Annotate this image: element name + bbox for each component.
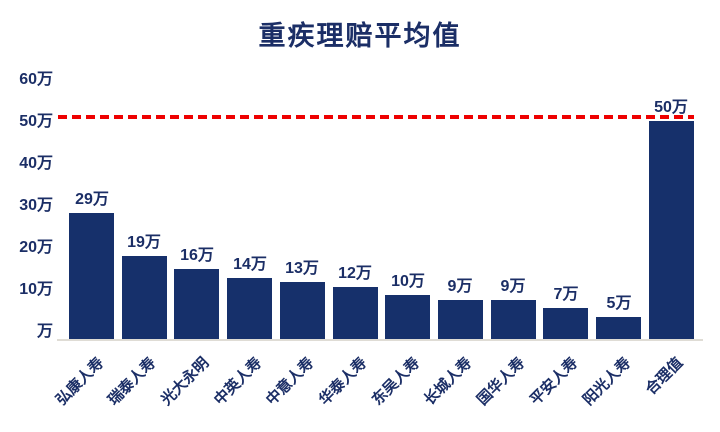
bar-长城人寿 — [438, 300, 483, 339]
x-axis-category-label: 华泰人寿 — [315, 354, 371, 409]
x-axis-category-label: 中意人寿 — [262, 354, 318, 409]
bar-中英人寿 — [227, 278, 272, 339]
bar-value-label: 13万 — [285, 260, 319, 277]
bar-中意人寿 — [280, 282, 325, 339]
x-axis-category-label: 合理值 — [642, 354, 687, 399]
bar-value-label: 16万 — [180, 247, 214, 264]
bar-东吴人寿 — [385, 295, 430, 339]
bar-value-label: 50万 — [654, 99, 688, 116]
reference-dashed-line — [58, 115, 694, 119]
x-axis-category-label: 平安人寿 — [526, 354, 582, 409]
x-axis-category-label: 弘康人寿 — [52, 354, 108, 409]
x-axis-category-label: 光大永明 — [157, 354, 213, 409]
bar-国华人寿 — [491, 300, 536, 339]
bar-弘康人寿 — [69, 213, 114, 339]
y-axis-tick-label: 40万 — [19, 155, 53, 172]
bar-value-label: 19万 — [127, 234, 161, 251]
bar-光大永明 — [174, 269, 219, 339]
x-axis-category-label: 长城人寿 — [420, 354, 476, 409]
y-axis-tick-label: 30万 — [19, 197, 53, 214]
bar-value-label: 14万 — [233, 256, 267, 273]
y-axis-tick-label: 20万 — [19, 239, 53, 256]
bar-value-label: 29万 — [75, 191, 109, 208]
x-axis-category-label: 东吴人寿 — [368, 354, 424, 409]
chart-title: 重疾理赔平均值 — [258, 21, 462, 51]
bar-华泰人寿 — [333, 287, 378, 339]
y-axis-tick-label: 10万 — [19, 281, 53, 298]
bar-合理值 — [649, 121, 694, 339]
bar-瑞泰人寿 — [122, 256, 167, 339]
bar-value-label: 9万 — [500, 278, 526, 295]
bar-阳光人寿 — [596, 317, 641, 339]
x-axis-category-label: 瑞泰人寿 — [104, 354, 160, 409]
y-axis-tick-label: 万 — [36, 323, 53, 340]
y-axis-tick-label: 60万 — [19, 71, 53, 88]
x-axis-category-label: 国华人寿 — [473, 354, 529, 409]
bar-value-label: 9万 — [447, 278, 473, 295]
bar-value-label: 7万 — [553, 286, 579, 303]
y-axis-tick-label: 50万 — [19, 113, 53, 130]
bar-value-label: 10万 — [391, 273, 425, 290]
x-axis-category-label: 阳光人寿 — [579, 354, 635, 409]
x-axis-category-label: 中英人寿 — [210, 354, 266, 409]
bar-value-label: 5万 — [606, 295, 632, 312]
bar-平安人寿 — [543, 308, 588, 339]
bar-value-label: 12万 — [338, 265, 372, 282]
x-axis-line — [57, 339, 703, 341]
